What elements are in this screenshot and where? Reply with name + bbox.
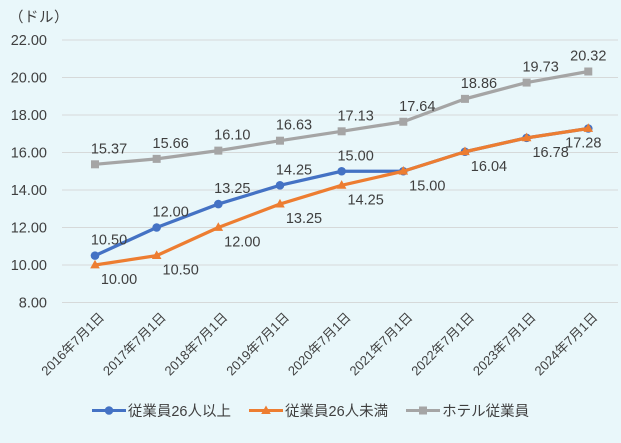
data-label-employees-26-plus: 13.25 <box>214 181 250 197</box>
marker-triangle-employees-under-26 <box>521 132 532 142</box>
y-axis-tick-label: 18.00 <box>11 108 47 124</box>
legend-square-marker-icon <box>406 406 441 415</box>
marker-square-hotel-employees <box>460 94 469 103</box>
y-axis-tick-label: 14.00 <box>11 183 47 199</box>
marker-circle-employees-26-plus <box>214 199 223 209</box>
marker-circle-employees-26-plus <box>275 181 285 190</box>
data-label-hotel-employees: 16.10 <box>214 128 250 144</box>
x-axis-tick-label: 2019年7月1日 <box>223 310 292 379</box>
x-axis-tick-label: 2016年7月1日 <box>38 310 107 379</box>
data-label-employees-26-plus: 15.00 <box>337 148 373 164</box>
x-axis-tick-label: 2024年7月1日 <box>532 310 601 379</box>
data-label-hotel-employees: 20.32 <box>570 49 606 65</box>
marker-triangle-employees-under-26 <box>151 250 162 260</box>
legend-label: 従業員26人未満 <box>285 404 389 420</box>
marker-square-hotel-employees <box>399 117 408 126</box>
legend-triangle-marker-icon <box>249 405 283 414</box>
legend-label: 従業員26人以上 <box>127 404 231 420</box>
marker-square-hotel-employees <box>584 67 593 76</box>
data-label-employees-under-26: 17.28 <box>565 136 601 152</box>
marker-circle-employees-26-plus <box>90 251 100 260</box>
x-axis-tick-label: 2017年7月1日 <box>100 310 169 379</box>
data-label-employees-under-26: 10.50 <box>163 263 199 279</box>
data-label-hotel-employees: 18.86 <box>461 76 497 92</box>
x-axis-tick-label: 2023年7月1日 <box>470 310 539 379</box>
y-axis-unit-label: （ドル） <box>9 10 69 26</box>
legend-label: ホテル従業員 <box>442 404 530 420</box>
legend-item-hotel-employees: ホテル従業員 <box>406 400 529 421</box>
data-label-employees-under-26: 14.25 <box>347 192 383 208</box>
data-label-employees-under-26: 13.25 <box>286 211 322 227</box>
data-label-employees-26-plus: 14.25 <box>276 162 312 178</box>
y-axis-tick-label: 12.00 <box>11 221 47 237</box>
marker-square-hotel-employees <box>91 160 99 169</box>
data-label-employees-under-26: 16.04 <box>471 159 507 175</box>
data-label-employees-26-plus: 12.00 <box>153 205 189 221</box>
x-axis-tick-label: 2022年7月1日 <box>408 310 477 379</box>
data-label-hotel-employees: 15.37 <box>91 141 127 157</box>
x-axis-tick-label: 2021年7月1日 <box>347 310 416 379</box>
y-axis-tick-label: 22.00 <box>11 33 47 49</box>
marker-square-hotel-employees <box>522 78 531 87</box>
data-label-employees-under-26: 12.00 <box>224 235 260 251</box>
legend-item-employees-26-plus: 従業員26人以上 <box>91 400 231 421</box>
marker-triangle-employees-under-26 <box>460 146 470 156</box>
data-label-hotel-employees: 17.64 <box>399 99 435 115</box>
marker-triangle-employees-under-26 <box>275 198 285 208</box>
y-axis-tick-label: 8.00 <box>19 296 47 312</box>
legend: 従業員26人以上 従業員26人未満 ホテル従業員 <box>0 400 621 421</box>
x-axis-tick-label: 2018年7月1日 <box>162 310 231 379</box>
marker-square-hotel-employees <box>214 146 223 155</box>
marker-square-hotel-employees <box>275 136 284 145</box>
data-label-hotel-employees: 15.66 <box>153 136 189 152</box>
marker-triangle-employees-under-26 <box>336 180 347 189</box>
data-label-hotel-employees: 17.13 <box>337 108 373 124</box>
x-axis-tick-label: 2020年7月1日 <box>285 310 354 379</box>
data-label-employees-under-26: 16.78 <box>532 145 568 161</box>
marker-circle-employees-26-plus <box>337 166 346 176</box>
data-label-hotel-employees: 19.73 <box>522 60 558 76</box>
y-axis-tick-label: 16.00 <box>11 146 47 162</box>
marker-triangle-employees-under-26 <box>583 123 594 132</box>
marker-triangle-employees-under-26 <box>90 259 100 269</box>
marker-circle-employees-26-plus <box>152 223 161 232</box>
data-label-employees-under-26: 15.00 <box>409 178 445 194</box>
legend-circle-marker-icon <box>91 406 126 415</box>
marker-triangle-employees-under-26 <box>398 166 409 175</box>
y-axis-tick-label: 20.00 <box>11 71 47 87</box>
data-label-employees-26-plus: 10.50 <box>91 233 127 249</box>
y-axis-tick-label: 10.00 <box>11 258 47 274</box>
marker-square-hotel-employees <box>152 154 161 163</box>
marker-square-hotel-employees <box>337 127 346 136</box>
marker-triangle-employees-under-26 <box>213 222 224 231</box>
legend-item-employees-under-26: 従業員26人未満 <box>249 400 388 421</box>
data-label-hotel-employees: 16.63 <box>276 118 312 134</box>
data-label-employees-under-26: 10.00 <box>101 272 137 288</box>
